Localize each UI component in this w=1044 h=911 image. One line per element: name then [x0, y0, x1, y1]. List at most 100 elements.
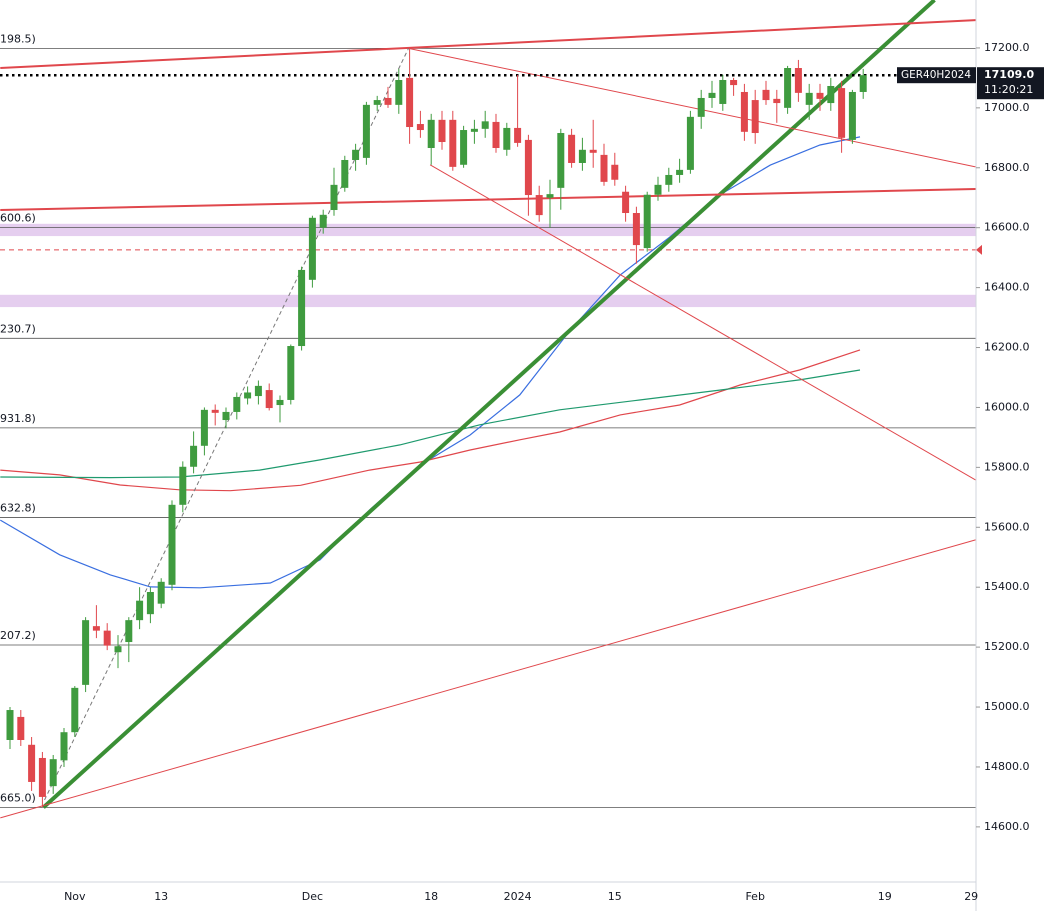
candle-body [816, 92, 824, 99]
candle-body [233, 396, 241, 412]
y-tick-label: 15600.0 [984, 520, 1030, 533]
y-tick-label: 15400.0 [984, 580, 1030, 593]
candle-body [838, 88, 846, 138]
level-label: 207.2) [0, 629, 36, 642]
x-tick-label: 15 [608, 890, 622, 903]
candle-body [719, 79, 727, 104]
candle-body [157, 581, 165, 604]
candle-body [503, 127, 511, 150]
x-tick-label: 18 [424, 890, 438, 903]
candle-body [265, 390, 273, 409]
candle-body [730, 79, 738, 86]
candle-body [190, 445, 198, 467]
y-tick-label: 16400.0 [984, 281, 1030, 294]
trend-line [0, 188, 976, 212]
trend-line [42, 0, 936, 809]
y-tick-label: 16200.0 [984, 341, 1030, 354]
candle-body [395, 79, 403, 105]
y-tick-label: 16000.0 [984, 400, 1030, 413]
candle-body [308, 217, 316, 280]
candle-body [287, 346, 295, 400]
last-price-label: 17109.0 [984, 68, 1034, 81]
candle-body [697, 97, 705, 117]
candle-body [784, 68, 792, 108]
candle-body [60, 732, 68, 761]
candle-body [341, 159, 349, 188]
level-label: 600.6) [0, 212, 36, 225]
candle-body [535, 195, 543, 216]
moving-average [0, 349, 861, 492]
candle-body [406, 77, 414, 128]
plot-area: 198.5) 600.6) 230.7) 931.8) 632.8) 207.2) 665.… [0, 0, 976, 819]
candle-body [514, 127, 522, 143]
y-tick-label: 16600.0 [984, 221, 1030, 234]
candle-body [352, 149, 360, 160]
candle-body [254, 385, 262, 397]
y-tick-label: 14800.0 [984, 760, 1030, 773]
candle-body [557, 133, 565, 188]
candle-body [578, 149, 586, 163]
candle-body [470, 128, 478, 132]
candle-body [114, 646, 122, 653]
candle-body [762, 89, 770, 101]
candle-body [222, 411, 230, 421]
candle-body [17, 716, 25, 740]
y-tick-label: 16800.0 [984, 161, 1030, 174]
x-tick-label: Feb [745, 890, 764, 903]
level-label: 632.8) [0, 501, 36, 514]
candle-body [136, 600, 144, 621]
candle-body [859, 75, 867, 92]
level-label: 931.8) [0, 412, 36, 425]
candle-body [298, 269, 306, 347]
zone [0, 294, 976, 308]
countdown-label: 11:20:21 [984, 83, 1033, 96]
candle-body [643, 194, 651, 249]
x-tick-label: 29 [964, 890, 978, 903]
x-tick-label: 19 [878, 890, 892, 903]
candle-body [568, 134, 576, 163]
candle-body [82, 620, 90, 685]
y-tick-label: 15000.0 [984, 700, 1030, 713]
candle-body [708, 92, 716, 98]
candle-body [146, 591, 154, 615]
candle-body [416, 124, 424, 131]
candle-body [827, 85, 835, 104]
candle-body [449, 119, 457, 167]
level-label: 230.7) [0, 322, 36, 335]
candle-body [49, 759, 57, 787]
y-tick-label: 15200.0 [984, 640, 1030, 653]
candle-body [676, 169, 684, 175]
symbol-badge [897, 67, 976, 84]
candle-body [92, 626, 100, 631]
alert-marker [976, 244, 982, 255]
candle-body [622, 191, 630, 214]
candle-body [373, 100, 381, 105]
candle-body [611, 164, 619, 180]
y-tick-label: 15800.0 [984, 460, 1030, 473]
x-tick-label: Dec [302, 890, 323, 903]
candle-body [427, 119, 435, 148]
candle-body [28, 744, 36, 782]
y-tick-label: 17200.0 [984, 41, 1030, 54]
candle-body [103, 630, 111, 646]
moving-average [0, 136, 861, 589]
candle-body [492, 121, 500, 148]
candle-body [773, 98, 781, 104]
candle-body [319, 214, 327, 228]
candle-body [438, 119, 446, 143]
candle-body [211, 409, 219, 413]
x-tick-label: 2024 [504, 890, 532, 903]
trend-line [0, 19, 976, 70]
candle-body [848, 91, 856, 140]
candle-body [330, 184, 338, 211]
candle-body [6, 710, 14, 740]
candle-body [600, 154, 608, 182]
candle-body [805, 92, 813, 105]
x-tick-label: Nov [64, 890, 86, 903]
candle-body [244, 392, 252, 399]
symbol-label: GER40H2024 [901, 69, 971, 81]
candle-body [740, 91, 748, 132]
candle-body [589, 149, 597, 153]
